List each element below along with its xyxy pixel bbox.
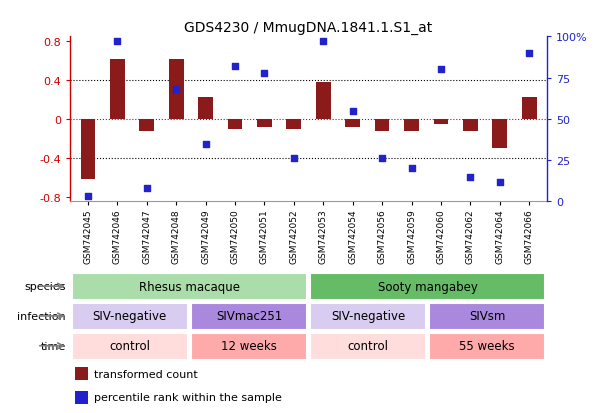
Text: SIVsm: SIVsm	[469, 310, 505, 323]
Text: SIVmac251: SIVmac251	[216, 310, 282, 323]
Point	[377, 156, 387, 162]
FancyBboxPatch shape	[191, 333, 307, 360]
Bar	[287, 120, 301, 129]
Bar	[81, 120, 95, 180]
Text: transformed count: transformed count	[94, 369, 198, 379]
Text: Rhesus macaque: Rhesus macaque	[139, 280, 240, 293]
FancyBboxPatch shape	[191, 303, 307, 330]
Point	[436, 67, 446, 74]
Bar	[75, 391, 89, 404]
Bar	[492, 120, 507, 149]
Point	[318, 39, 328, 45]
FancyBboxPatch shape	[310, 273, 546, 301]
Text: percentile rank within the sample: percentile rank within the sample	[94, 392, 282, 402]
FancyBboxPatch shape	[71, 303, 188, 330]
Title: GDS4230 / MmugDNA.1841.1.S1_at: GDS4230 / MmugDNA.1841.1.S1_at	[185, 21, 433, 35]
Point	[407, 166, 417, 172]
Bar	[404, 120, 419, 131]
Text: species: species	[24, 281, 65, 292]
Text: infection: infection	[17, 311, 65, 321]
Text: control: control	[109, 339, 150, 352]
Bar	[522, 98, 536, 120]
Text: Sooty mangabey: Sooty mangabey	[378, 280, 478, 293]
Bar	[316, 83, 331, 120]
FancyBboxPatch shape	[429, 333, 546, 360]
FancyBboxPatch shape	[429, 303, 546, 330]
Bar	[463, 120, 478, 131]
FancyBboxPatch shape	[71, 333, 188, 360]
Text: SIV-negative: SIV-negative	[93, 310, 167, 323]
Bar	[169, 59, 183, 120]
Bar	[375, 120, 389, 131]
Text: 55 weeks: 55 weeks	[459, 339, 515, 352]
FancyBboxPatch shape	[71, 273, 307, 301]
Text: SIV-negative: SIV-negative	[331, 310, 405, 323]
Bar	[198, 98, 213, 120]
Bar	[228, 120, 243, 129]
Text: 12 weeks: 12 weeks	[221, 339, 277, 352]
Bar	[139, 120, 154, 131]
Text: control: control	[348, 339, 389, 352]
FancyBboxPatch shape	[310, 333, 426, 360]
Point	[524, 50, 534, 57]
Point	[495, 179, 505, 185]
Text: time: time	[40, 341, 65, 351]
Bar	[434, 120, 448, 124]
Point	[142, 185, 152, 192]
Bar	[75, 367, 89, 380]
Point	[83, 194, 93, 200]
Bar	[110, 59, 125, 120]
Point	[171, 87, 181, 93]
Point	[260, 70, 269, 77]
Bar	[257, 120, 272, 127]
Point	[348, 108, 357, 115]
Point	[200, 141, 210, 147]
Point	[289, 156, 299, 162]
Point	[466, 174, 475, 180]
Point	[112, 39, 122, 45]
FancyBboxPatch shape	[310, 303, 426, 330]
Point	[230, 64, 240, 70]
Bar	[345, 120, 360, 127]
